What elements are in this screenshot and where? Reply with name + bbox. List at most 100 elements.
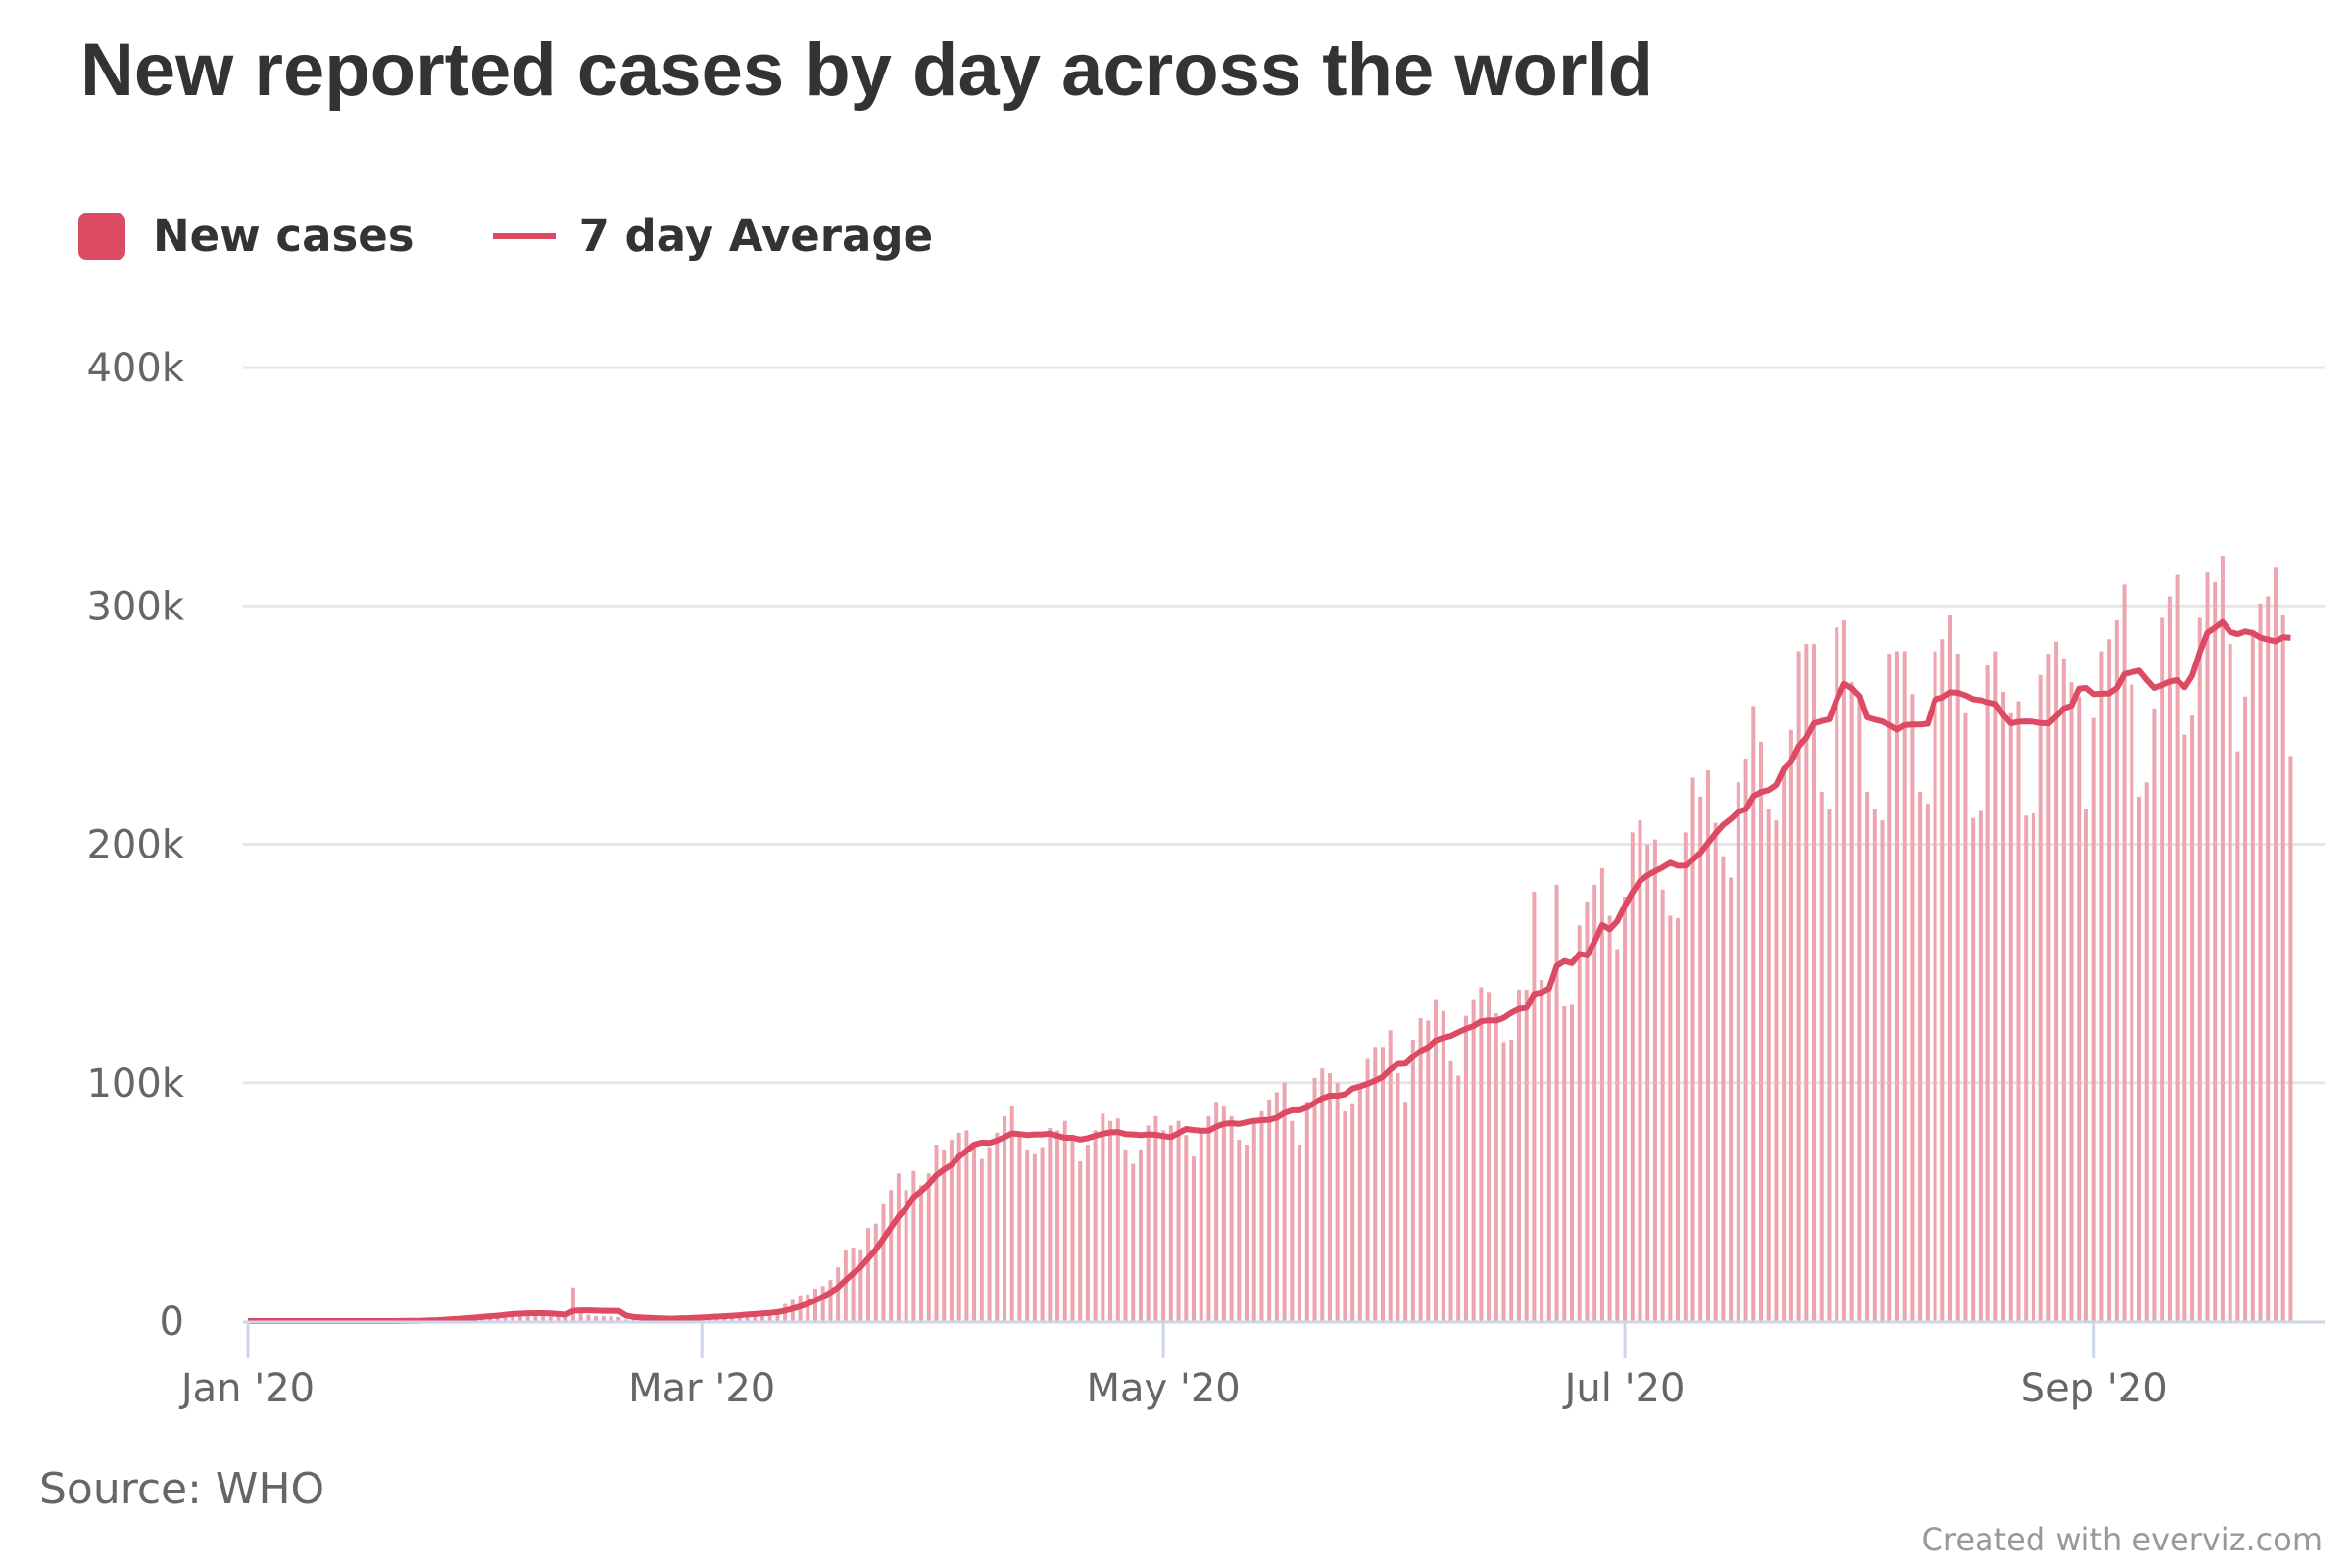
bar-new-cases[interactable]: [1115, 1118, 1120, 1321]
bar-new-cases[interactable]: [1713, 822, 1718, 1321]
bar-new-cases[interactable]: [2213, 581, 2218, 1321]
bar-new-cases[interactable]: [1040, 1147, 1045, 1321]
bar-new-cases[interactable]: [1524, 989, 1529, 1321]
bar-new-cases[interactable]: [1153, 1115, 1158, 1321]
bar-new-cases[interactable]: [1585, 901, 1590, 1321]
bar-new-cases[interactable]: [594, 1315, 599, 1321]
bar-new-cases[interactable]: [2288, 756, 2293, 1321]
bar-new-cases[interactable]: [1918, 791, 1923, 1321]
bar-new-cases[interactable]: [775, 1309, 780, 1321]
bar-new-cases[interactable]: [2114, 619, 2119, 1321]
bar-new-cases[interactable]: [2054, 641, 2059, 1321]
bar-new-cases[interactable]: [1093, 1130, 1098, 1321]
bar-new-cases[interactable]: [2250, 629, 2255, 1321]
bar-new-cases[interactable]: [851, 1248, 856, 1321]
bar-new-cases[interactable]: [1721, 856, 1726, 1321]
bar-new-cases[interactable]: [2266, 596, 2271, 1321]
bar-new-cases[interactable]: [1638, 820, 1642, 1321]
bar-new-cases[interactable]: [1690, 777, 1695, 1321]
bar-new-cases[interactable]: [1161, 1130, 1166, 1321]
bar-new-cases[interactable]: [1320, 1068, 1325, 1321]
bar-new-cases[interactable]: [1055, 1130, 1060, 1321]
bar-new-cases[interactable]: [806, 1294, 810, 1321]
bar-new-cases[interactable]: [517, 1313, 522, 1321]
bar-new-cases[interactable]: [1676, 917, 1681, 1321]
bar-new-cases[interactable]: [2205, 572, 2210, 1321]
bar-new-cases[interactable]: [2190, 715, 2195, 1321]
bar-new-cases[interactable]: [1532, 892, 1537, 1321]
bar-new-cases[interactable]: [767, 1310, 772, 1321]
bar-new-cases[interactable]: [2107, 639, 2112, 1321]
bar-new-cases[interactable]: [586, 1314, 591, 1321]
bar-new-cases[interactable]: [556, 1316, 561, 1321]
bar-new-cases[interactable]: [1804, 644, 1809, 1321]
bar-new-cases[interactable]: [2046, 653, 2051, 1321]
bar-new-cases[interactable]: [2130, 684, 2134, 1321]
bar-new-cases[interactable]: [1463, 1015, 1468, 1321]
bar-new-cases[interactable]: [1759, 741, 1763, 1321]
bar-new-cases[interactable]: [616, 1316, 621, 1321]
bar-new-cases[interactable]: [570, 1287, 575, 1321]
bar-new-cases[interactable]: [578, 1308, 583, 1321]
bar-new-cases[interactable]: [2024, 815, 2029, 1321]
bar-new-cases[interactable]: [934, 1144, 939, 1321]
bar-new-cases[interactable]: [1630, 832, 1635, 1321]
bar-new-cases[interactable]: [995, 1132, 1000, 1321]
bar-new-cases[interactable]: [1381, 1047, 1385, 1321]
bar-new-cases[interactable]: [2137, 796, 2141, 1321]
bar-new-cases[interactable]: [533, 1314, 538, 1321]
bar-new-cases[interactable]: [1003, 1115, 1006, 1321]
bar-new-cases[interactable]: [1304, 1102, 1309, 1321]
bar-new-cases[interactable]: [1146, 1125, 1151, 1321]
bar-new-cases[interactable]: [2008, 712, 2013, 1321]
bar-new-cases[interactable]: [1615, 949, 1620, 1321]
bar-new-cases[interactable]: [1078, 1161, 1083, 1321]
bar-new-cases[interactable]: [564, 1315, 568, 1321]
bar-new-cases[interactable]: [541, 1313, 546, 1321]
bar-new-cases[interactable]: [2122, 584, 2127, 1321]
bar-new-cases[interactable]: [2091, 717, 2096, 1321]
bar-new-cases[interactable]: [1434, 999, 1439, 1321]
bar-new-cases[interactable]: [1471, 999, 1476, 1321]
bar-new-cases[interactable]: [1570, 1004, 1574, 1321]
bar-new-cases[interactable]: [896, 1173, 901, 1321]
bar-new-cases[interactable]: [1592, 884, 1597, 1321]
bar-new-cases[interactable]: [843, 1250, 848, 1321]
bar-new-cases[interactable]: [1192, 1156, 1196, 1321]
bar-new-cases[interactable]: [1267, 1099, 1272, 1321]
bar-new-cases[interactable]: [1123, 1149, 1128, 1321]
bar-new-cases[interactable]: [1978, 810, 1983, 1321]
bar-new-cases[interactable]: [1698, 796, 1703, 1321]
bar-new-cases[interactable]: [1101, 1113, 1105, 1321]
bar-new-cases[interactable]: [609, 1316, 613, 1321]
bar-new-cases[interactable]: [1365, 1058, 1370, 1321]
bar-new-cases[interactable]: [828, 1280, 833, 1321]
bar-new-cases[interactable]: [2280, 614, 2285, 1321]
bar-new-cases[interactable]: [1705, 770, 1710, 1321]
bar-new-cases[interactable]: [820, 1286, 825, 1321]
bar-new-cases[interactable]: [1963, 712, 1968, 1321]
bar-new-cases[interactable]: [2001, 691, 2006, 1321]
bar-new-cases[interactable]: [1138, 1149, 1143, 1321]
bar-new-cases[interactable]: [2243, 696, 2248, 1321]
bar-new-cases[interactable]: [1259, 1110, 1264, 1321]
bar-new-cases[interactable]: [2235, 751, 2240, 1321]
bar-new-cases[interactable]: [1933, 651, 1937, 1321]
bar-new-cases[interactable]: [1652, 839, 1657, 1321]
bar-new-cases[interactable]: [1350, 1103, 1355, 1321]
bar-new-cases[interactable]: [1766, 808, 1771, 1321]
bar-new-cases[interactable]: [1108, 1120, 1113, 1321]
bar-new-cases[interactable]: [2038, 674, 2043, 1321]
bar-new-cases[interactable]: [911, 1170, 916, 1321]
bar-new-cases[interactable]: [926, 1173, 931, 1321]
bar-new-cases[interactable]: [972, 1142, 977, 1321]
bar-new-cases[interactable]: [2197, 617, 2202, 1321]
bar-new-cases[interactable]: [889, 1190, 894, 1321]
bar-new-cases[interactable]: [987, 1147, 992, 1321]
bar-new-cases[interactable]: [1774, 820, 1779, 1321]
bar-new-cases[interactable]: [1788, 729, 1793, 1321]
bar-new-cases[interactable]: [1168, 1125, 1173, 1321]
bar-new-cases[interactable]: [1736, 782, 1740, 1321]
bar-new-cases[interactable]: [1032, 1153, 1037, 1321]
bar-new-cases[interactable]: [964, 1130, 969, 1321]
